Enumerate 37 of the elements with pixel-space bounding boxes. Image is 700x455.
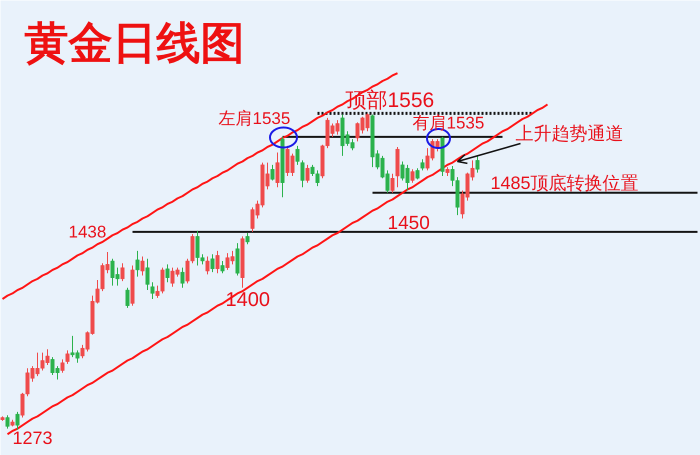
candlestick <box>410 168 414 184</box>
candlestick <box>420 158 424 171</box>
annotation: 有肩1535 <box>412 113 484 132</box>
candlestick <box>60 358 64 374</box>
candlestick <box>210 254 214 273</box>
candlestick <box>66 350 70 364</box>
candlestick <box>136 250 140 278</box>
annotation: 上升趋势通道 <box>516 124 624 144</box>
candlestick <box>476 155 480 174</box>
candlestick <box>246 232 250 245</box>
candlestick <box>390 173 394 194</box>
candlestick <box>166 264 170 283</box>
annotation: 1485顶底转换位置 <box>490 172 639 193</box>
candlestick <box>146 258 150 291</box>
candlestick <box>6 414 10 430</box>
candlestick <box>416 168 420 180</box>
candlestick <box>126 287 130 308</box>
candlestick <box>216 250 220 274</box>
annotation: 1438 <box>68 222 106 242</box>
candlestick <box>300 160 304 188</box>
candlestick <box>120 262 124 282</box>
candlestick <box>180 267 184 288</box>
candlestick <box>220 260 224 274</box>
annotation: 左肩1535 <box>218 109 290 128</box>
annotation: 1273 <box>12 428 53 448</box>
candlestick <box>270 164 274 181</box>
candlestick <box>296 145 300 166</box>
candlestick <box>276 152 280 188</box>
candlestick <box>150 282 154 300</box>
annotation: 顶部1556 <box>346 88 434 112</box>
candlestick <box>306 164 310 184</box>
candlestick <box>206 256 210 275</box>
annotation: 1450 <box>388 212 430 234</box>
candlestick <box>140 256 144 276</box>
annotation: 1400 <box>226 288 270 311</box>
chart-title: 黄金日线图 <box>24 19 244 68</box>
candlestick <box>16 411 20 430</box>
